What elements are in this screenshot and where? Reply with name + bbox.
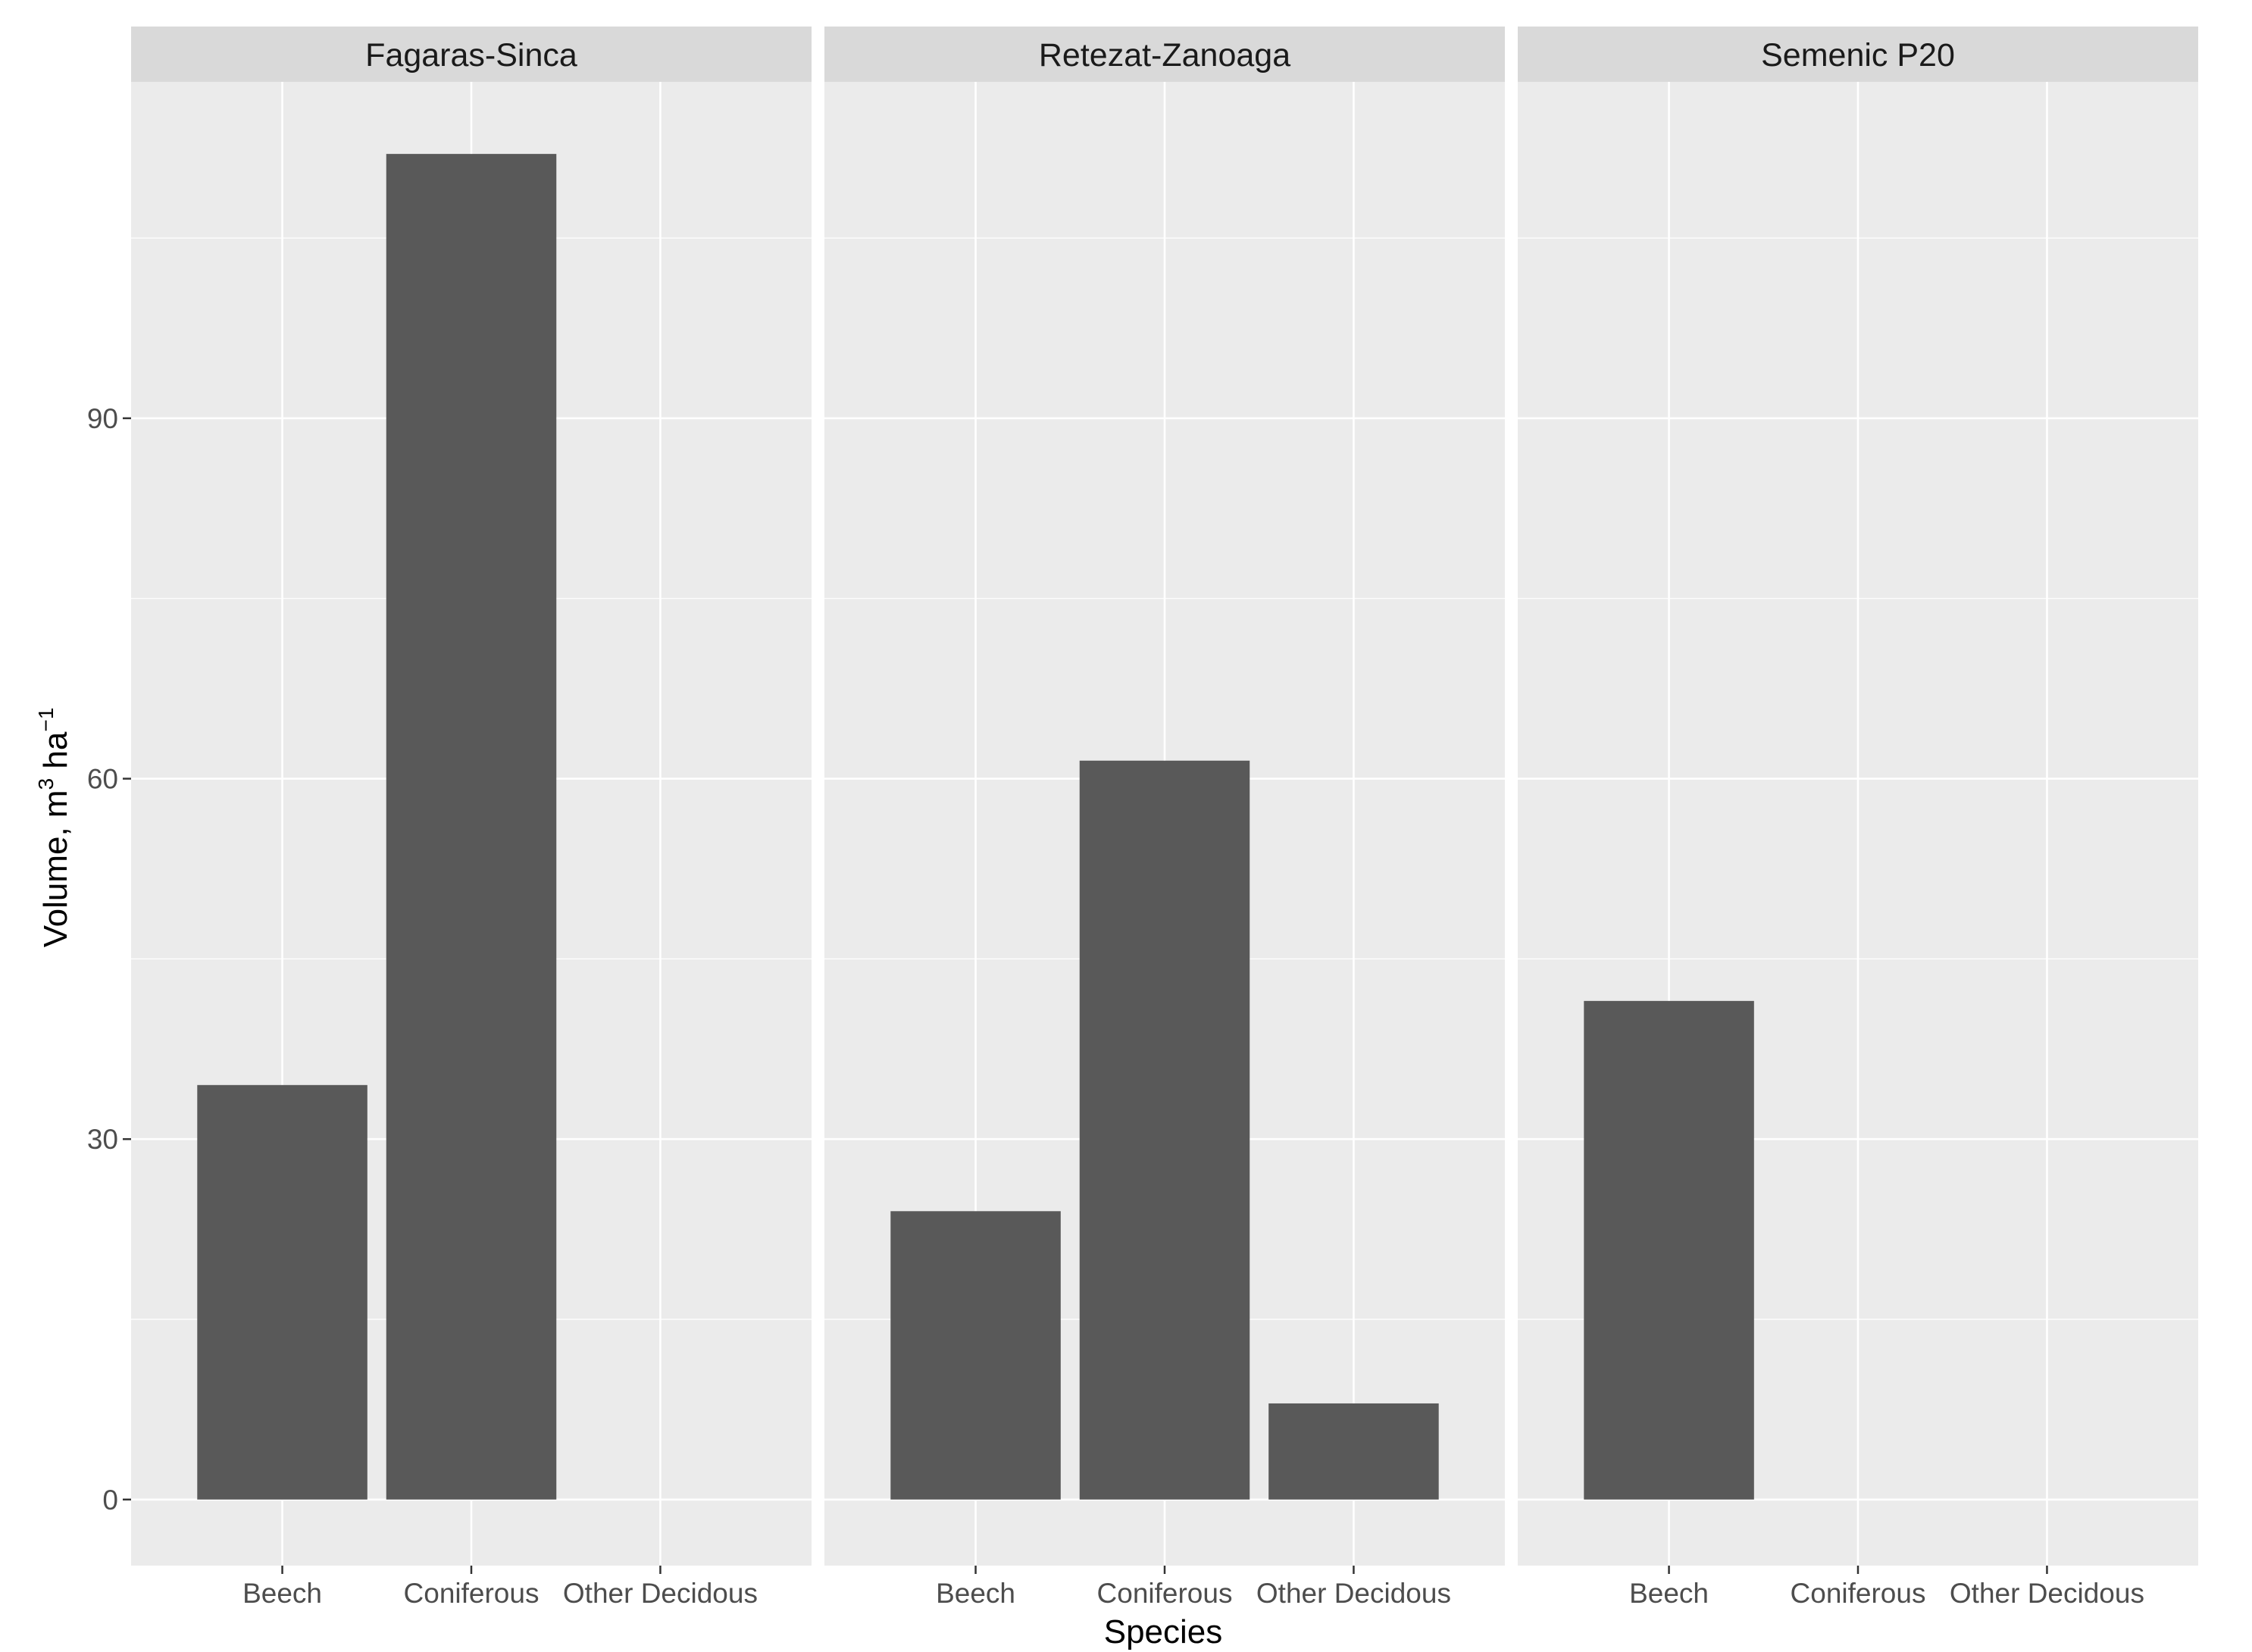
bar [890,1211,1061,1500]
y-tick-label: 60 [87,764,118,795]
x-tick-label: Beech [936,1578,1015,1609]
facet-panel: Retezat-Zanoaga Beech Coniferous Other Deci… [824,27,1505,1609]
facet-panel: Fagaras-Sinca Beech Coniferous Other Decido… [131,27,812,1609]
y-axis-title-sup2: −1 [34,708,58,732]
bar [1268,1403,1439,1500]
y-axis-title: Volume, m3 ha−1 [34,708,74,948]
facet-panel: Semenic P20 Beech Coniferous Other Decidous [1518,27,2198,1609]
y-tick-label: 0 [102,1485,118,1516]
facet-strip-label: Retezat-Zanoaga [1039,37,1290,74]
x-tick-label: Beech [242,1578,322,1609]
x-tick-label: Other Decidous [563,1578,758,1609]
x-tick-label: Coniferous [1097,1578,1233,1609]
y-tick-label: 30 [87,1124,118,1155]
x-tick-label: Beech [1629,1578,1709,1609]
y-axis-title-base: Volume, m [37,790,74,947]
y-axis-title-mid: ha [37,731,74,778]
bar [197,1084,368,1500]
bar [386,154,557,1500]
x-tick-label: Coniferous [404,1578,540,1609]
facet-strip-label: Semenic P20 [1761,37,1955,74]
facet-strip [131,27,812,82]
x-tick-label: Other Decidous [1256,1578,1451,1609]
facet-strip-label: Fagaras-Sinca [365,37,577,74]
x-axis-title: Species [1104,1613,1223,1650]
bar [1079,760,1250,1500]
facet-strip [824,27,1505,82]
y-axis-title-sup1: 3 [34,778,58,790]
bar [1584,1000,1754,1500]
x-tick-label: Other Decidous [1950,1578,2144,1609]
facet-strip [1518,27,2198,82]
x-tick-label: Coniferous [1791,1578,1926,1609]
y-tick-label: 90 [87,403,118,434]
